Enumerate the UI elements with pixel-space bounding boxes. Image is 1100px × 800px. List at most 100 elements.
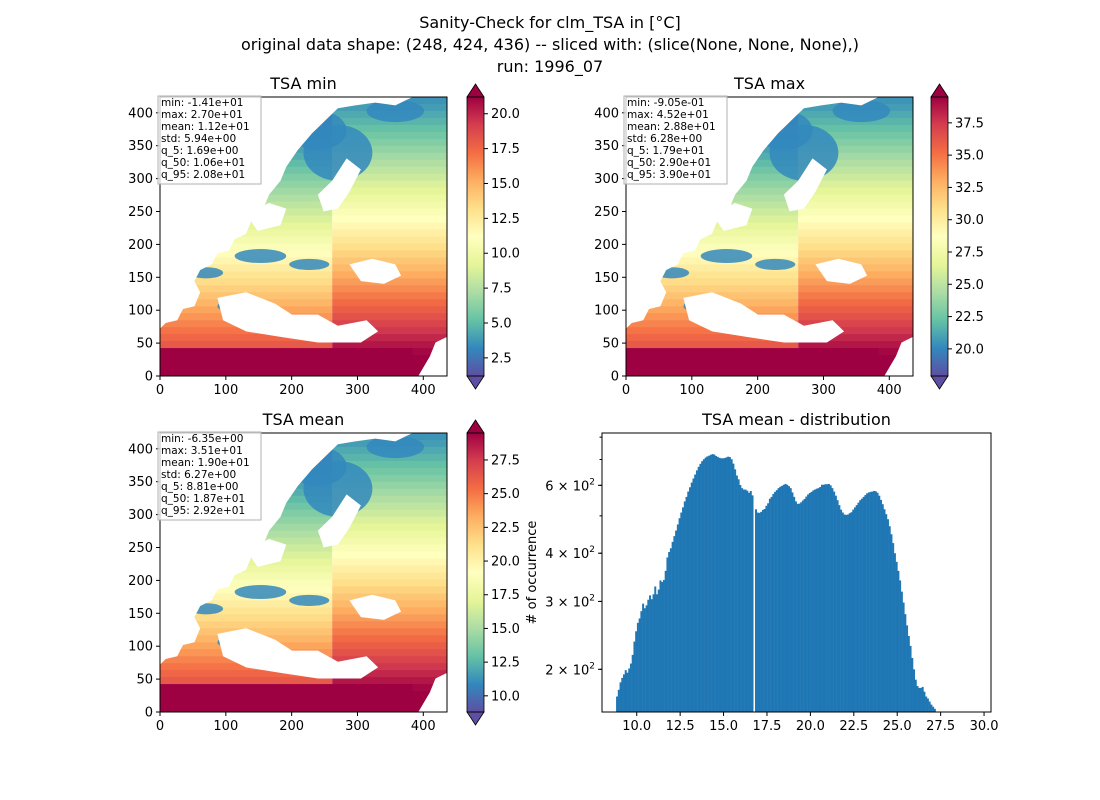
histogram-bar: [656, 594, 658, 712]
histogram-bar: [626, 672, 629, 712]
histogram-axes-frame: [601, 432, 992, 713]
histogram-bar: [850, 512, 853, 712]
histogram-bar: [796, 503, 799, 712]
histogram-bar: [699, 463, 702, 712]
y-tick-label: 400: [128, 442, 153, 457]
histogram-bar: [659, 580, 662, 712]
colorbar-tick-label: 22.5: [491, 521, 520, 536]
histogram-bar: [933, 708, 936, 712]
stats-box-max: [623, 95, 728, 185]
histogram-bar: [921, 686, 924, 712]
colorbar-extend-top: [466, 419, 485, 434]
histogram-bar: [847, 514, 850, 712]
y-tick-label: 150: [128, 271, 153, 286]
histogram-bar: [801, 500, 804, 712]
histogram-bar: [871, 491, 874, 712]
histogram-bar: [916, 686, 919, 712]
colorbar-tick-label: 5.0: [491, 316, 512, 331]
y-tick-label: 200: [128, 238, 153, 253]
stats-line: q_95: 2.08e+01: [161, 169, 245, 181]
colorbar-tick-label: 17.5: [491, 588, 520, 603]
histogram-bar: [697, 466, 700, 712]
histogram-bar: [742, 489, 745, 712]
x-tick-label: 27.5: [926, 719, 955, 734]
histogram-bar: [638, 618, 641, 712]
histogram-bar: [739, 485, 742, 712]
histogram-bar: [817, 488, 820, 712]
stats-line: q_5: 1.79e+01: [627, 145, 704, 157]
histogram-bar: [678, 518, 681, 712]
histogram-bar: [727, 456, 730, 712]
histogram-bar: [815, 488, 818, 712]
histogram-bar: [928, 701, 931, 712]
x-tick-label: 200: [745, 383, 770, 398]
y-tick-label: 300: [128, 508, 153, 523]
x-tick-label: 400: [411, 719, 436, 734]
histogram-bar: [805, 496, 808, 712]
y-tick-label: 50: [136, 673, 153, 688]
figure-suptitle-line1: Sanity-Check for clm_TSA in [°C]: [419, 13, 681, 32]
histogram-bar: [732, 463, 735, 712]
colorbar-tick-label: 20.0: [955, 342, 984, 357]
histogram-bar: [765, 505, 768, 712]
histogram-bar: [911, 657, 914, 712]
colorbar-extend-bottom: [466, 711, 485, 726]
histogram-bar: [669, 548, 672, 712]
x-tick-label: 400: [877, 383, 902, 398]
y-tick-label: 250: [594, 205, 619, 220]
x-tick-label: 100: [213, 719, 238, 734]
histogram-bar: [652, 594, 655, 712]
histogram-bar: [701, 461, 704, 712]
stats-line: mean: 1.12e+01: [161, 121, 250, 133]
histogram-bar: [904, 614, 907, 712]
histogram-bar: [770, 496, 773, 712]
colorbar-gradient: [931, 97, 948, 376]
stats-line: q_50: 1.06e+01: [161, 157, 245, 169]
colorbar-frame: [930, 96, 949, 377]
histogram-bar: [624, 670, 627, 712]
histogram-bar: [777, 488, 780, 712]
x-tick-label: 20.0: [796, 719, 825, 734]
histogram-bar: [888, 526, 891, 712]
y-tick-label: 250: [128, 205, 153, 220]
x-tick-label: 100: [213, 383, 238, 398]
histogram-bar: [779, 486, 782, 712]
colorbar-tick-label: 10.0: [491, 247, 520, 262]
histogram-bar: [654, 586, 657, 712]
stats-line: max: 4.52e+01: [627, 109, 709, 121]
histogram-bar: [860, 498, 863, 712]
histogram-bar: [715, 455, 718, 712]
figure-suptitle-line3: run: 1996_07: [496, 57, 604, 76]
histogram-bar: [834, 495, 837, 712]
axes-frame-mean: [159, 432, 448, 713]
panel-title-min: TSA min: [269, 74, 336, 93]
histogram-title: TSA mean - distribution: [701, 410, 891, 429]
histogram-bar: [892, 543, 895, 712]
stats-line: q_5: 8.81e+00: [161, 481, 238, 493]
stats-line: q_95: 3.90e+01: [627, 169, 711, 181]
colorbar-gradient: [467, 433, 484, 712]
colorbar-tick-label: 32.5: [955, 181, 984, 196]
histogram-bar: [859, 500, 862, 712]
x-tick-label: 200: [279, 719, 304, 734]
histogram-bar: [827, 483, 830, 712]
y-tick-label: 150: [594, 271, 619, 286]
histogram-bar: [694, 474, 697, 712]
histogram-bar: [774, 491, 777, 712]
histogram-bar: [881, 504, 884, 712]
histogram-bar: [708, 455, 711, 712]
histogram-bar: [885, 514, 888, 712]
histogram-bar: [758, 512, 761, 712]
histogram-bar: [629, 663, 632, 712]
histogram-bar: [853, 507, 856, 712]
histogram-bar: [918, 687, 921, 712]
y-tick-label: 3 × 102: [545, 593, 595, 610]
histogram-bar: [704, 457, 707, 712]
x-tick-label: 400: [411, 383, 436, 398]
colorbar-tick-label: 7.5: [491, 282, 512, 297]
y-tick-label: 0: [145, 370, 153, 385]
y-tick-label: 6 × 102: [545, 477, 595, 494]
histogram-bar: [734, 469, 737, 712]
x-tick-label: 300: [345, 719, 370, 734]
histogram-bar: [838, 505, 841, 712]
